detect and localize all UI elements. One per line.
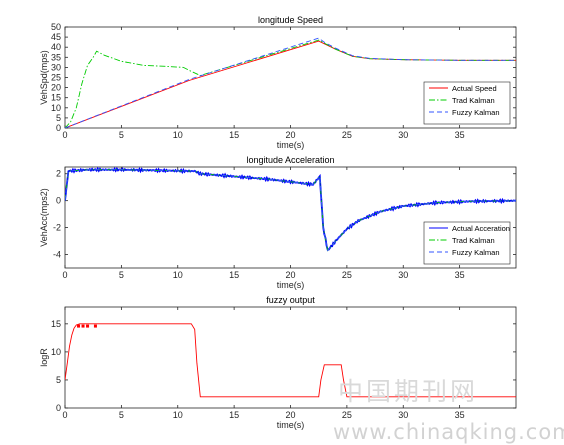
watermark-url: www.chinaqking.com	[333, 420, 564, 444]
legend-box	[423, 81, 511, 125]
x-axis-label: time(s)	[277, 280, 305, 290]
y-tick-label: 0	[56, 403, 61, 413]
y-tick-label: 10	[51, 103, 61, 113]
legend-entry: Fuzzy Kalman	[452, 248, 500, 257]
chart-title: longitude Speed	[258, 15, 323, 25]
legend-entry: Trad Kalman	[452, 96, 495, 105]
chart-title: fuzzy output	[266, 295, 315, 305]
x-tick-label: 0	[62, 270, 67, 280]
y-tick-label: 10	[51, 347, 61, 357]
y-tick-label: 15	[51, 93, 61, 103]
series-line	[65, 323, 516, 398]
x-tick-label: 20	[285, 270, 295, 280]
watermark-cn: 中国期刊网	[338, 377, 479, 406]
x-axis-label: time(s)	[277, 140, 305, 150]
x-tick-label: 20	[285, 410, 295, 420]
x-tick-label: 10	[173, 270, 183, 280]
series-line	[65, 37, 516, 128]
y-axis-label: VehAcc(mps2)	[39, 188, 49, 247]
y-tick-label: 35	[51, 52, 61, 62]
x-tick-label: 10	[173, 410, 183, 420]
x-tick-label: 15	[229, 130, 239, 140]
x-tick-label: 5	[119, 130, 124, 140]
x-tick-label: 25	[342, 270, 352, 280]
legend-box	[423, 221, 511, 265]
y-tick-label: 5	[56, 113, 61, 123]
x-tick-label: 35	[455, 270, 465, 280]
y-tick-label: 0	[56, 196, 61, 206]
y-tick-label: -2	[53, 223, 61, 233]
series-line	[65, 169, 516, 252]
x-tick-label: 30	[398, 270, 408, 280]
series-line	[65, 39, 516, 128]
x-tick-label: 5	[119, 410, 124, 420]
y-tick-label: 25	[51, 73, 61, 83]
x-axis-label: time(s)	[277, 420, 305, 430]
x-tick-label: 20	[285, 130, 295, 140]
y-tick-label: 0	[56, 123, 61, 133]
y-axis-label: logR	[39, 348, 49, 367]
x-tick-label: 10	[173, 130, 183, 140]
x-tick-label: 30	[398, 410, 408, 420]
x-tick-label: 5	[119, 270, 124, 280]
x-tick-label: 0	[62, 410, 67, 420]
x-tick-label: 30	[398, 130, 408, 140]
x-tick-label: 35	[455, 410, 465, 420]
y-tick-label: 15	[51, 319, 61, 329]
y-tick-label: -4	[53, 250, 61, 260]
legend-entry: Trad Kalman	[452, 236, 495, 245]
y-tick-label: 5	[56, 375, 61, 385]
x-tick-label: 15	[229, 270, 239, 280]
y-tick-label: 20	[51, 83, 61, 93]
x-tick-label: 25	[342, 130, 352, 140]
legend-entry: Actual Speed	[452, 84, 497, 93]
legend-entry: Actual Acceration	[452, 224, 510, 233]
marker-point	[93, 324, 97, 328]
y-tick-label: 40	[51, 42, 61, 52]
y-axis-label: VehSpd(mps)	[39, 50, 49, 105]
x-tick-label: 0	[62, 130, 67, 140]
y-tick-label: 50	[51, 22, 61, 32]
legend-entry: Fuzzy Kalman	[452, 108, 500, 117]
x-tick-label: 35	[455, 130, 465, 140]
x-tick-label: 15	[229, 410, 239, 420]
marker-point	[86, 324, 90, 328]
chart-title: longitude Acceleration	[246, 155, 334, 165]
x-tick-label: 25	[342, 410, 352, 420]
y-tick-label: 45	[51, 32, 61, 42]
y-tick-label: 30	[51, 62, 61, 72]
marker-point	[81, 324, 85, 328]
y-tick-label: 2	[56, 169, 61, 179]
marker-point	[77, 324, 81, 328]
